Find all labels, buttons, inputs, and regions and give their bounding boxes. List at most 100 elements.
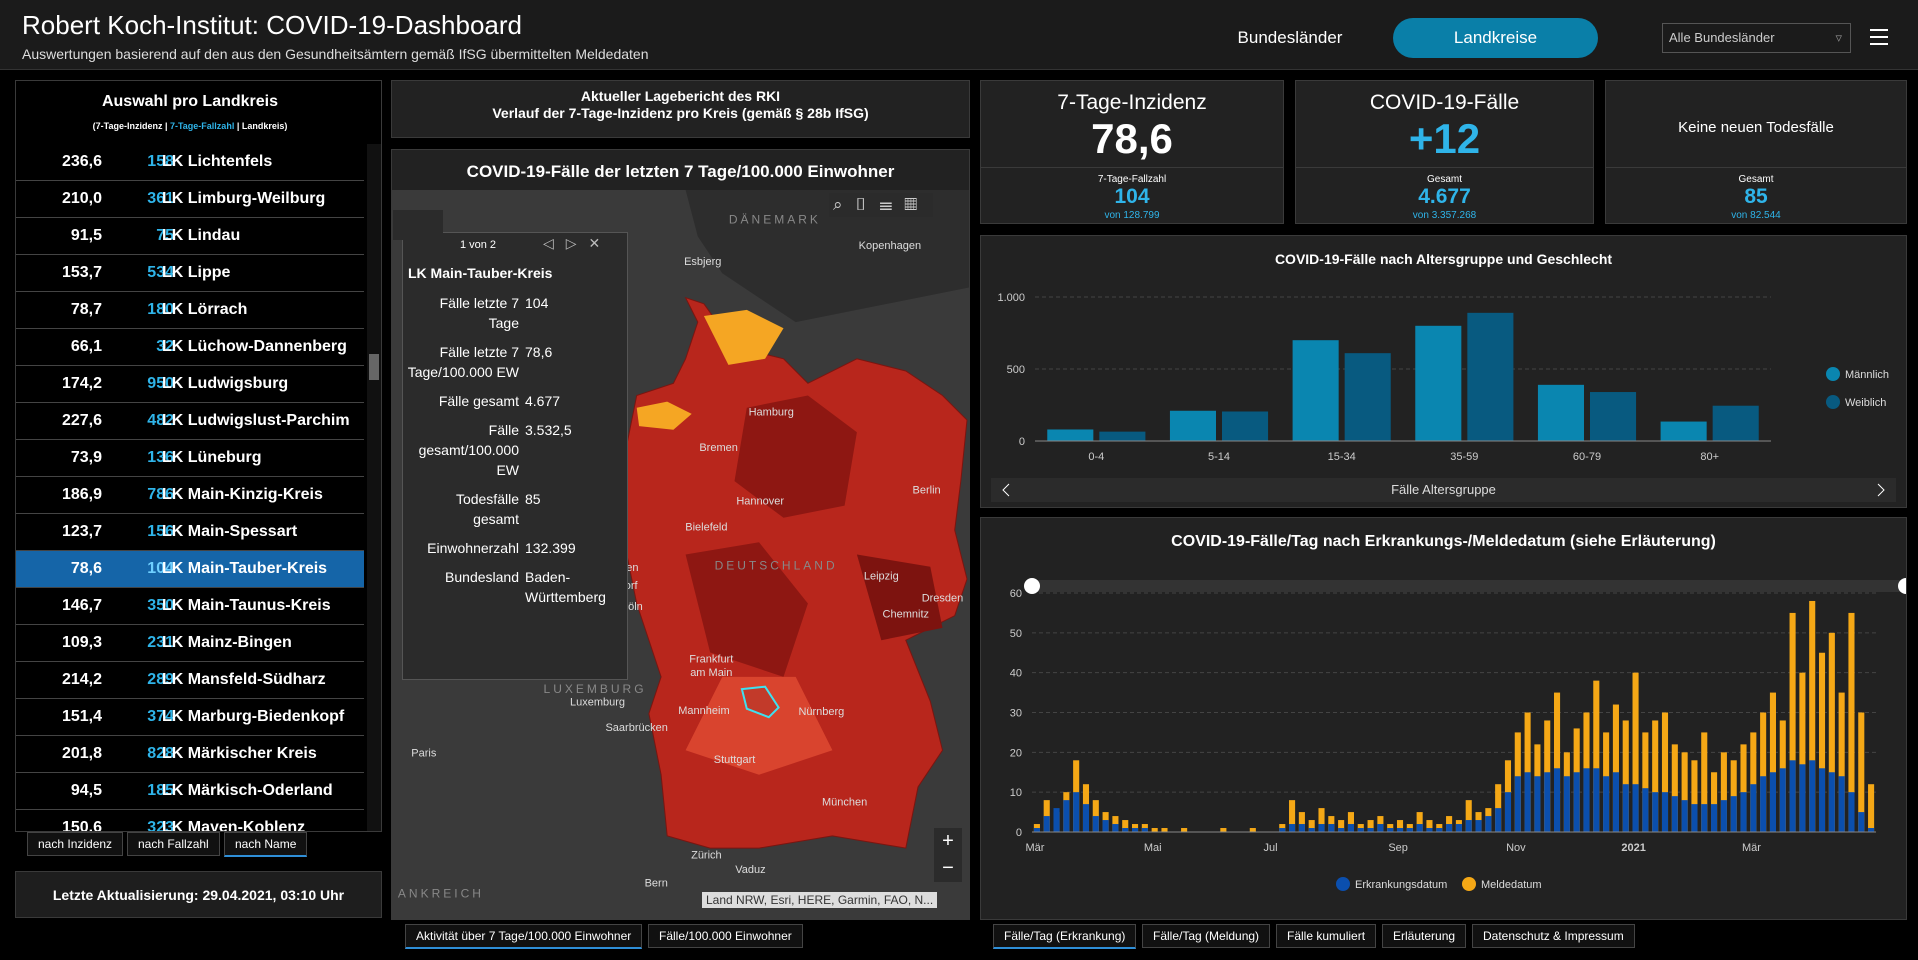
bar (1858, 812, 1865, 832)
bar (1092, 816, 1099, 832)
kpi-card: Keine neuen Todesfälle Gesamt 85 von 82.544 (1605, 80, 1907, 224)
bar (1426, 820, 1433, 832)
case-count: 950 (147, 375, 174, 392)
scroll-thumb[interactable] (369, 354, 379, 380)
map-label: Berlin (913, 485, 941, 497)
tab-button[interactable]: Datenschutz & Impressum (1472, 924, 1635, 948)
tab-button[interactable]: Fälle kumuliert (1276, 924, 1377, 948)
list-row[interactable]: 146,7 350 LK Main-Taunus-Kreis (16, 588, 364, 625)
bar (1063, 800, 1070, 832)
case-count: 136 (147, 449, 174, 466)
kpi-sub-total: von 82.544 (1731, 210, 1781, 221)
legend-label: Männlich (1845, 369, 1889, 381)
x-tick-label: 15-34 (1328, 451, 1356, 463)
map-label: Mannheim (678, 705, 729, 717)
list-row[interactable]: 73,9 136 LK Lüneburg (16, 440, 364, 477)
popup-controls[interactable]: ◁▷✕ (543, 235, 613, 251)
bar (1632, 672, 1639, 832)
scroll-arrow[interactable] (1002, 483, 1885, 497)
tab-button[interactable]: Fälle/Tag (Erkrankung) (993, 924, 1137, 949)
bar (1848, 792, 1855, 832)
list-row[interactable]: 66,1 32 LK Lüchow-Dannenberg (16, 329, 364, 366)
list-row[interactable]: 109,3 231 LK Mainz-Bingen (16, 625, 364, 662)
report-box[interactable]: Aktueller Lagebericht des RKI Verlauf de… (391, 80, 970, 138)
incidence: 94,5 (70, 782, 102, 799)
bar (1740, 792, 1747, 832)
list-row[interactable]: 78,7 180 LK Lörrach (16, 292, 364, 329)
bar (1495, 784, 1502, 832)
range-slider[interactable] (1032, 580, 1906, 592)
map-label: Nürnberg (798, 706, 844, 718)
map-label: DEUTSCHLAND (715, 559, 838, 573)
scrollbar[interactable] (367, 144, 381, 831)
range-handle[interactable] (1024, 578, 1040, 594)
bar (1053, 808, 1060, 832)
list-row[interactable]: 214,2 289 LK Mansfeld-Südharz (16, 662, 364, 699)
case-count: 75 (156, 227, 174, 244)
bar (1099, 431, 1146, 441)
kpi-title: COVID-19-Fälle (1369, 91, 1520, 114)
case-count: 32 (156, 338, 174, 355)
list-row[interactable]: 91,5 75 LK Lindau (16, 218, 364, 255)
daily-chart: COVID-19-Fälle/Tag nach Erkrankungs-/Mel… (1010, 533, 1914, 891)
bar (1818, 652, 1826, 832)
tab-button[interactable]: Fälle/Tag (Meldung) (1142, 924, 1271, 948)
map[interactable]: DÄNEMARK Esbjerg Kopenhagen Hamburg Bremen Ha… (392, 190, 969, 919)
app-subtitle: Auswertungen basierend auf den aus den G… (22, 46, 649, 62)
tab-button[interactable]: Erläuterung (1382, 924, 1467, 948)
x-tick-label: Mai (1144, 842, 1162, 854)
bar (1612, 772, 1619, 832)
list-row[interactable]: 94,5 185 LK Märkisch-Oderland (16, 773, 364, 810)
dropdown[interactable]: Alle Bundesländer ▿ (1662, 23, 1851, 53)
bar (1344, 353, 1391, 441)
bar (1573, 772, 1580, 832)
list-row[interactable]: 123,7 156 LK Main-Spessart (16, 514, 364, 551)
list-row[interactable]: 186,9 786 LK Main-Kinzig-Kreis (16, 477, 364, 514)
list-row[interactable]: 201,8 828 LK Märkischer Kreis (16, 736, 364, 773)
bar (1750, 732, 1757, 832)
bar (1338, 820, 1345, 832)
bar (1720, 800, 1727, 832)
list-row[interactable]: 174,2 950 LK Ludwigsburg (16, 366, 364, 403)
nav-button-active[interactable]: Landkreise (1393, 18, 1598, 58)
bar (1367, 820, 1374, 832)
x-tick-label: Sep (1388, 842, 1408, 854)
bar (1122, 820, 1129, 832)
y-tick-label: 500 (1007, 364, 1025, 376)
tab-button[interactable]: nach Fallzahl (127, 832, 220, 856)
map-label: ANKREICH (398, 886, 484, 900)
map-label: Luxemburg (570, 696, 625, 708)
list-row[interactable]: 151,4 374 LK Marburg-Biedenkopf (16, 699, 364, 736)
tab-button[interactable]: nach Inzidenz (27, 832, 124, 856)
selected-district[interactable] (740, 685, 780, 719)
district-name: LK Limburg-Weilburg (162, 190, 326, 207)
legend-part: 7-Tage-Fallzahl (169, 121, 235, 131)
list-row[interactable]: 227,6 482 LK Ludwigslust-Parchim (16, 403, 364, 440)
nav-button[interactable]: Bundesländer (1237, 28, 1343, 47)
region-dark (734, 395, 857, 518)
bar (1151, 828, 1158, 832)
bar (1563, 776, 1570, 832)
kpi-sub-label: Gesamt (1426, 174, 1462, 185)
menu-icon[interactable] (1868, 27, 1890, 47)
bar (1590, 392, 1637, 441)
tab-button[interactable]: Aktivität über 7 Tage/100.000 Einwohner (405, 924, 643, 949)
list-row[interactable]: 150,6 323 LK Mayen-Koblenz (16, 810, 364, 831)
map-tools[interactable]: ⌕▯☰▦ (829, 193, 934, 217)
bar (1298, 824, 1305, 832)
tab-button[interactable]: nach Name (224, 832, 308, 857)
bar (1082, 804, 1090, 832)
list-row[interactable]: 236,6 158 LK Lichtenfels (16, 144, 364, 181)
list-row[interactable]: 153,7 534 LK Lippe (16, 255, 364, 292)
case-count: 482 (147, 412, 174, 429)
bar (1769, 692, 1776, 832)
app-title: Robert Koch-Institut: COVID-19-Dashboard (22, 10, 522, 40)
bar (1102, 820, 1109, 832)
list-row[interactable]: 78,6 104 LK Main-Tauber-Kreis (16, 551, 364, 588)
zoom-controls[interactable]: + − (934, 828, 962, 882)
legend-label: Weiblich (1845, 397, 1886, 409)
map-toolbar[interactable] (393, 210, 443, 240)
dropdown-arrow: ▿ (1835, 30, 1842, 45)
list-row[interactable]: 210,0 361 LK Limburg-Weilburg (16, 181, 364, 218)
tab-button[interactable]: Fälle/100.000 Einwohner (648, 924, 803, 948)
